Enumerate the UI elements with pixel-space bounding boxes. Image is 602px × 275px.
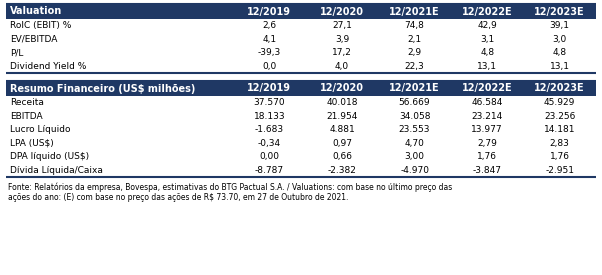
Text: P/L: P/L	[10, 48, 23, 57]
Text: 3,9: 3,9	[335, 35, 349, 44]
Text: 4,1: 4,1	[262, 35, 276, 44]
Text: 56.669: 56.669	[399, 98, 430, 107]
Text: 74,8: 74,8	[405, 21, 424, 30]
Text: -4.970: -4.970	[400, 166, 429, 175]
Text: 12/2019: 12/2019	[247, 7, 291, 16]
Text: 39,1: 39,1	[550, 21, 569, 30]
Bar	[6, 109, 596, 123]
Bar	[6, 4, 596, 19]
Bar	[6, 81, 596, 96]
Text: 21.954: 21.954	[326, 112, 358, 121]
Text: 13,1: 13,1	[477, 62, 497, 71]
Bar	[6, 136, 596, 150]
Text: 42,9: 42,9	[477, 21, 497, 30]
Text: 0,0: 0,0	[262, 62, 276, 71]
Text: 17,2: 17,2	[332, 48, 352, 57]
Text: 22,3: 22,3	[405, 62, 424, 71]
Text: EBITDA: EBITDA	[10, 112, 43, 121]
Text: -8.787: -8.787	[255, 166, 284, 175]
Text: -2.382: -2.382	[327, 166, 356, 175]
Text: 23.214: 23.214	[471, 112, 503, 121]
Bar	[6, 96, 596, 109]
Text: Lucro Líquido: Lucro Líquido	[10, 125, 70, 134]
Text: Resumo Financeiro (US$ milhões): Resumo Financeiro (US$ milhões)	[10, 84, 196, 94]
Bar	[6, 46, 596, 59]
Text: 0,00: 0,00	[259, 152, 279, 161]
Bar	[6, 150, 596, 164]
Text: 12/2019: 12/2019	[247, 84, 291, 94]
Text: 3,00: 3,00	[405, 152, 424, 161]
Text: ações do ano: (E) com base no preço das ações de R$ 73.70, em 27 de Outubro de 2: ações do ano: (E) com base no preço das …	[8, 193, 349, 202]
Text: 13.977: 13.977	[471, 125, 503, 134]
Text: 0,97: 0,97	[332, 139, 352, 148]
Text: 12/2021E: 12/2021E	[389, 7, 440, 16]
Text: 34.058: 34.058	[399, 112, 430, 121]
Text: Dividend Yield %: Dividend Yield %	[10, 62, 86, 71]
Text: 2,9: 2,9	[408, 48, 421, 57]
Text: 13,1: 13,1	[550, 62, 569, 71]
Text: 1,76: 1,76	[550, 152, 569, 161]
Text: 23.256: 23.256	[544, 112, 576, 121]
Text: 4.881: 4.881	[329, 125, 355, 134]
Text: 27,1: 27,1	[332, 21, 352, 30]
Text: RoIC (EBIT) %: RoIC (EBIT) %	[10, 21, 72, 30]
Text: -39,3: -39,3	[258, 48, 281, 57]
Text: 23.553: 23.553	[399, 125, 430, 134]
Text: 46.584: 46.584	[471, 98, 503, 107]
Text: 45.929: 45.929	[544, 98, 576, 107]
Bar	[6, 123, 596, 136]
Text: 4,0: 4,0	[335, 62, 349, 71]
Text: 2,6: 2,6	[262, 21, 276, 30]
Text: 12/2021E: 12/2021E	[389, 84, 440, 94]
Text: -2.951: -2.951	[545, 166, 574, 175]
Text: Valuation: Valuation	[10, 7, 62, 16]
Text: 2,83: 2,83	[550, 139, 569, 148]
Text: -0,34: -0,34	[258, 139, 281, 148]
Bar	[6, 32, 596, 46]
Text: 3,1: 3,1	[480, 35, 494, 44]
Text: 37.570: 37.570	[253, 98, 285, 107]
Text: EV/EBITDA: EV/EBITDA	[10, 35, 57, 44]
Bar	[6, 164, 596, 177]
Text: 12/2023E: 12/2023E	[535, 7, 585, 16]
Text: 12/2020: 12/2020	[320, 7, 364, 16]
Bar	[6, 19, 596, 32]
Text: 2,1: 2,1	[408, 35, 421, 44]
Bar	[6, 59, 596, 73]
Text: 4,70: 4,70	[405, 139, 424, 148]
Text: Receita: Receita	[10, 98, 44, 107]
Text: 1,76: 1,76	[477, 152, 497, 161]
Text: 12/2022E: 12/2022E	[462, 84, 512, 94]
Text: 4,8: 4,8	[553, 48, 566, 57]
Text: Dívida Líquida/Caixa: Dívida Líquida/Caixa	[10, 166, 103, 175]
Text: 3,0: 3,0	[553, 35, 567, 44]
Text: 2,79: 2,79	[477, 139, 497, 148]
Text: 12/2022E: 12/2022E	[462, 7, 512, 16]
Text: 40.018: 40.018	[326, 98, 358, 107]
Text: 12/2023E: 12/2023E	[535, 84, 585, 94]
Text: -1.683: -1.683	[255, 125, 284, 134]
Text: 4,8: 4,8	[480, 48, 494, 57]
Text: 18.133: 18.133	[253, 112, 285, 121]
Text: 12/2020: 12/2020	[320, 84, 364, 94]
Text: 14.181: 14.181	[544, 125, 576, 134]
Text: DPA líquido (US$): DPA líquido (US$)	[10, 152, 89, 161]
Text: -3.847: -3.847	[473, 166, 501, 175]
Text: Fonte: Relatórios da empresa, Bovespa, estimativas do BTG Pactual S.A. / Valuati: Fonte: Relatórios da empresa, Bovespa, e…	[8, 183, 452, 192]
Text: 0,66: 0,66	[332, 152, 352, 161]
Text: LPA (US$): LPA (US$)	[10, 139, 54, 148]
